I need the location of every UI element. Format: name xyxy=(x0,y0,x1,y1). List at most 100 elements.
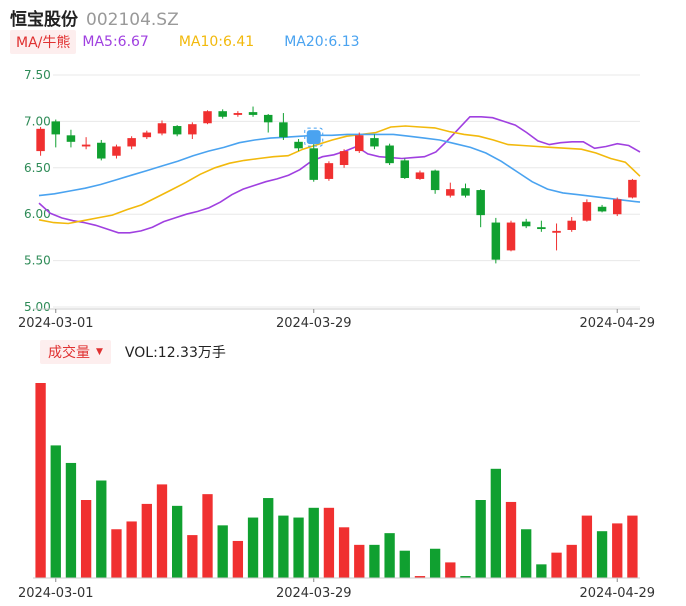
candle-body xyxy=(461,188,470,196)
stock-header: 恒宝股份 002104.SZ xyxy=(10,5,179,30)
y-tick-label: 6.00 xyxy=(24,207,51,221)
volume-bar xyxy=(35,383,46,578)
volume-bar xyxy=(247,517,259,578)
marker-icon xyxy=(306,130,321,145)
candle-body xyxy=(476,190,485,216)
ma10-line xyxy=(38,125,641,225)
volume-bar xyxy=(96,480,107,578)
volume-bar xyxy=(293,517,304,578)
candle-body xyxy=(446,189,455,196)
volume-bar xyxy=(111,529,122,578)
volume-x-tick-label: 2024-03-01 xyxy=(18,586,94,601)
volume-bar xyxy=(65,462,77,578)
volume-bar xyxy=(505,501,517,578)
candle-body xyxy=(370,138,379,147)
volume-bar xyxy=(278,515,289,578)
volume-bar xyxy=(338,527,350,578)
candle-body xyxy=(597,206,607,212)
volume-bar xyxy=(263,498,274,578)
x-tick-label: 2024-03-29 xyxy=(276,316,352,331)
volume-bar xyxy=(429,548,441,578)
volume-value: VOL:12.33万手 xyxy=(124,345,226,361)
candle-body xyxy=(66,135,76,142)
volume-bar xyxy=(126,521,137,578)
candle-body xyxy=(567,220,576,230)
x-tick-label: 2024-04-29 xyxy=(579,316,655,331)
candle-body xyxy=(248,112,258,115)
candle-body xyxy=(218,111,227,117)
candle-body xyxy=(157,123,167,134)
candle-body xyxy=(142,132,152,138)
caret-down-icon: ▼ xyxy=(96,347,103,357)
ma10-label: MA10:6.41 xyxy=(178,34,255,50)
candle-body xyxy=(51,121,61,135)
y-tick-label: 7.50 xyxy=(24,68,51,82)
volume-bar xyxy=(566,544,577,578)
volume-x-tick-label: 2024-04-29 xyxy=(579,586,655,601)
ma-legend: MA/牛熊 MA5:6.67 MA10:6.41 MA20:6.13 xyxy=(10,30,384,54)
y-tick-label: 5.50 xyxy=(24,254,51,268)
candle-body xyxy=(36,128,45,152)
candle-body xyxy=(355,135,364,152)
candle-body xyxy=(400,160,410,179)
candle-body xyxy=(324,163,334,179)
volume-toggle-label: 成交量 xyxy=(48,345,90,361)
candle-body xyxy=(97,142,106,159)
candle-body xyxy=(203,111,212,124)
volume-bar xyxy=(202,494,213,578)
marker-icon-frame xyxy=(304,127,324,147)
ma20-label: MA20:6.13 xyxy=(284,34,360,50)
candle-body xyxy=(309,148,318,180)
volume-bar xyxy=(141,503,152,578)
volume-bar xyxy=(50,445,61,578)
volume-bar xyxy=(460,576,471,578)
candle-body xyxy=(612,199,622,215)
y-tick-label: 5.00 xyxy=(24,300,51,314)
volume-bar xyxy=(156,484,168,578)
volume-bar xyxy=(232,540,244,578)
x-tick-label: 2024-03-01 xyxy=(18,316,94,331)
volume-bar xyxy=(536,564,547,578)
volume-bar xyxy=(521,529,532,578)
volume-bar xyxy=(596,531,608,578)
ma20-line xyxy=(38,133,641,203)
volume-bar xyxy=(384,533,395,578)
candle-body xyxy=(294,141,303,149)
volume-x-tick-label: 2024-03-29 xyxy=(276,586,352,601)
ma5-line xyxy=(38,116,641,234)
volume-bar xyxy=(551,552,562,578)
volume-bar xyxy=(187,535,198,578)
volume-legend: 成交量 ▼ VOL:12.33万手 xyxy=(40,340,226,364)
y-tick-label: 7.00 xyxy=(24,114,51,128)
volume-bar xyxy=(369,544,380,578)
ma5-label: MA5:6.67 xyxy=(82,34,149,50)
volume-bar xyxy=(172,505,183,578)
candle-body xyxy=(506,222,516,251)
volume-bar xyxy=(581,515,593,578)
candle-body xyxy=(521,221,531,227)
volume-bar xyxy=(445,562,456,578)
volume-bar xyxy=(612,523,623,578)
candle-body xyxy=(188,124,197,135)
y-tick-label: 6.50 xyxy=(24,161,51,175)
candle-body xyxy=(385,145,394,164)
candle-body xyxy=(339,151,349,166)
candle-body xyxy=(415,172,425,179)
volume-bar xyxy=(399,550,410,578)
volume-toggle-button[interactable]: 成交量 ▼ xyxy=(40,340,111,364)
candle-body xyxy=(127,138,136,147)
candle-body xyxy=(628,179,637,198)
volume-bar xyxy=(217,525,228,578)
stock-name: 恒宝股份 xyxy=(10,10,78,30)
candle-body xyxy=(279,122,288,138)
volume-bar xyxy=(323,507,335,578)
candle-body xyxy=(81,144,91,147)
candle-body xyxy=(430,170,440,191)
ma-toggle-button[interactable]: MA/牛熊 xyxy=(10,30,77,54)
candle-body xyxy=(263,114,273,123)
candle-body xyxy=(582,202,592,221)
volume-bar xyxy=(308,507,319,578)
candle-body xyxy=(112,146,121,156)
stock-code: 002104.SZ xyxy=(86,10,179,30)
